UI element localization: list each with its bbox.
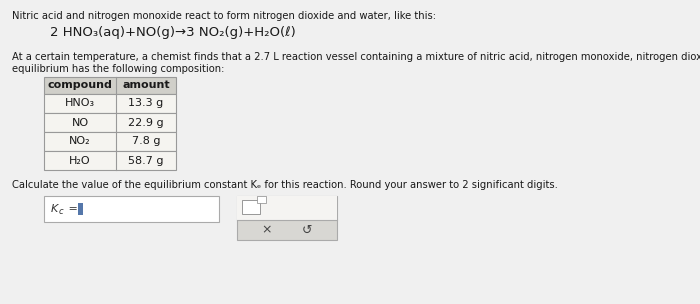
Bar	[78, 203, 83, 215]
Text: H₂O: H₂O	[69, 156, 91, 165]
Text: NO₂: NO₂	[69, 136, 91, 147]
Bar	[44, 132, 176, 151]
Text: HNO₃: HNO₃	[65, 98, 95, 109]
Text: ↺: ↺	[302, 224, 312, 237]
Bar	[44, 77, 176, 94]
Text: equilibrium has the following composition:: equilibrium has the following compositio…	[12, 64, 225, 74]
Bar	[237, 196, 337, 220]
Text: c: c	[59, 206, 64, 216]
Text: amount: amount	[122, 81, 170, 91]
Text: Calculate the value of the equilibrium constant Kₑ for this reaction. Round your: Calculate the value of the equilibrium c…	[12, 180, 558, 190]
Text: NO: NO	[71, 118, 89, 127]
Text: Nitric acid and nitrogen monoxide react to form nitrogen dioxide and water, like: Nitric acid and nitrogen monoxide react …	[12, 11, 436, 21]
Bar	[44, 113, 176, 132]
Text: compound: compound	[48, 81, 113, 91]
Text: 13.3 g: 13.3 g	[128, 98, 164, 109]
Text: ×: ×	[262, 224, 272, 237]
Bar	[44, 151, 176, 170]
Bar	[237, 196, 337, 240]
Text: 2 HNO₃(aq)+NO(g)→3 NO₂(g)+H₂O(ℓ): 2 HNO₃(aq)+NO(g)→3 NO₂(g)+H₂O(ℓ)	[50, 26, 295, 39]
Text: 22.9 g: 22.9 g	[128, 118, 164, 127]
Bar	[257, 196, 266, 203]
Bar	[44, 94, 176, 113]
Bar	[44, 196, 219, 222]
Bar	[242, 200, 260, 214]
Text: At a certain temperature, a chemist finds that a 2.7 L reaction vessel containin: At a certain temperature, a chemist find…	[12, 52, 700, 62]
Text: 58.7 g: 58.7 g	[128, 156, 164, 165]
Text: K: K	[51, 204, 58, 214]
Text: 7.8 g: 7.8 g	[132, 136, 160, 147]
Text: =: =	[65, 204, 78, 214]
